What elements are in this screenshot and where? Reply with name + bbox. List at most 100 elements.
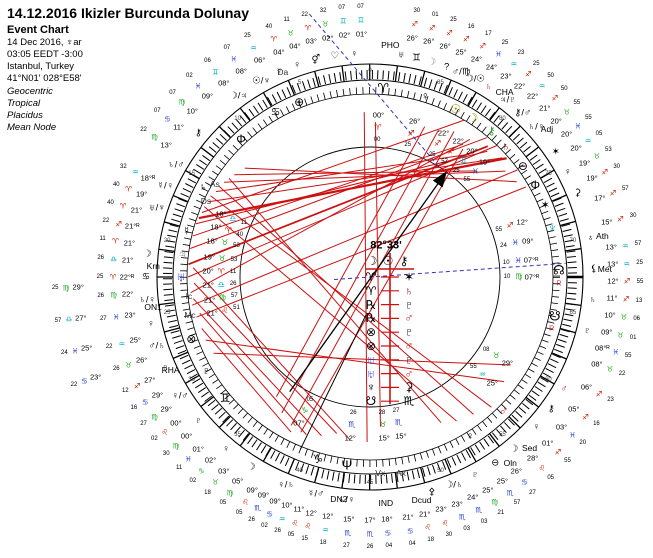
tree-top-glyph: ☽	[366, 254, 378, 268]
minute-label: 03	[463, 526, 471, 533]
sign-glyph: ♐	[582, 412, 589, 422]
outer-planet-glyph: ♄/♀	[138, 294, 156, 306]
minute-label: 57	[230, 293, 238, 300]
sign-glyph: ♈	[304, 22, 312, 32]
point-label-adj: Adj	[540, 123, 554, 134]
degree-label: 15°	[601, 217, 613, 227]
outer-planet-glyph: ♀	[564, 166, 572, 178]
degree-label: 09°	[201, 91, 214, 101]
minute-label: 02	[189, 477, 197, 484]
degree-label: 26°	[135, 355, 148, 365]
sign-glyph: ♐	[133, 380, 141, 390]
sign-glyph: ♒	[584, 136, 592, 146]
minute-label: 55	[463, 177, 471, 184]
minute-label: 07	[169, 89, 176, 96]
sign-glyph: ♋	[266, 508, 273, 518]
point-label-krn: Krn	[146, 260, 160, 271]
point-label-sed: Sed	[522, 442, 538, 453]
outer-planet-glyph: ♋	[141, 271, 151, 283]
degree-label: 24°	[470, 53, 483, 63]
degree-label: 20°	[550, 116, 562, 126]
degree-label: 21°ᴿ	[124, 221, 140, 231]
outer-planet-glyph: ⚷	[547, 402, 555, 414]
sign-glyph: ♒	[249, 43, 257, 53]
degree-label: 11°	[173, 122, 184, 132]
degree-label: 21°	[539, 103, 551, 113]
sign-glyph: ♉	[287, 27, 294, 37]
degree-label: 29°	[151, 390, 164, 400]
sign-glyph: ♈	[374, 123, 382, 133]
sign-glyph: ♋	[141, 396, 149, 406]
degree-label: 19°	[203, 252, 215, 262]
degree-label: 07°	[293, 417, 305, 427]
degree-label: 15°	[395, 431, 407, 441]
sign-glyph: ♒	[131, 167, 139, 177]
sign-glyph: ♒	[623, 258, 631, 268]
tree-top-glyph: ☉	[382, 254, 394, 268]
tree-right-glyph: ✶	[403, 270, 415, 284]
degree-label: 29°	[72, 282, 84, 292]
chart-type-label: Event Chart	[7, 23, 69, 36]
page-title: 14.12.2016 Ikizler Burcunda Dolunay	[7, 5, 249, 21]
sign-glyph: ♌	[538, 463, 546, 473]
sign-glyph: ♋	[521, 477, 529, 487]
degree-label: 02°	[204, 455, 217, 465]
outer-planet-glyph: ♡	[330, 50, 340, 61]
outer-planet-glyph: ♄/♀	[528, 121, 545, 133]
degree-label: 27°	[144, 374, 156, 384]
sign-glyph: ♓	[612, 347, 620, 357]
dial-degree-number: 25	[163, 309, 171, 316]
outer-planet-glyph: ♂/♍	[451, 66, 471, 78]
planet-glyph: ☊	[553, 262, 565, 278]
minute-label: 25	[244, 33, 251, 40]
sign-glyph: ♍	[491, 497, 498, 507]
sign-glyph: ♐	[622, 294, 630, 304]
minute-label: 12	[121, 388, 129, 395]
sign-glyph: ♋	[406, 526, 414, 536]
minute-label: 04	[408, 540, 416, 547]
outer-planet-glyph: ♇	[194, 415, 202, 427]
degree-label: 01°	[192, 444, 204, 454]
outer-planet-glyph: ☿/♂	[307, 488, 325, 500]
minute-label: 26	[349, 409, 357, 416]
degree-label: 25°	[81, 342, 93, 352]
minute-label: 01	[431, 12, 439, 19]
dial-degree-number: 75	[545, 171, 552, 177]
degree-label: 11°	[606, 293, 618, 303]
degree-label: 19°	[578, 158, 591, 168]
minute-label: 16	[467, 23, 475, 30]
dial-degree-number: 45	[366, 480, 374, 486]
minute-label: 11	[229, 269, 237, 276]
sign-glyph: ♐	[115, 218, 122, 228]
minute-label: 06	[633, 316, 641, 323]
outer-planet-glyph: ☽	[142, 247, 152, 259]
sign-glyph: ♊	[211, 67, 219, 76]
degree-label: 25°	[455, 46, 467, 56]
degree-label: 28°	[526, 452, 539, 462]
degree-label: 21°	[123, 238, 136, 248]
minute-label: 05	[547, 474, 554, 481]
degree-label: 25°	[482, 484, 494, 494]
degree-label: 12°	[516, 216, 528, 226]
sign-glyph: ♐	[434, 139, 442, 149]
sign-glyph: ♉	[563, 107, 571, 117]
sign-glyph: ♍	[110, 290, 117, 300]
outer-planet-glyph: ♂/♄	[148, 340, 166, 352]
minute-label: 40	[265, 23, 273, 30]
minute-label: 50	[560, 86, 568, 93]
outer-planet-glyph: ☽/♃	[229, 90, 248, 102]
degree-label: 09°	[269, 495, 281, 505]
sign-glyph: ♐	[524, 69, 532, 79]
outer-planet-glyph: ✶	[551, 145, 560, 157]
outer-planet-glyph: ♀	[147, 317, 155, 329]
degree-label: 09°	[522, 235, 534, 245]
minute-label: 27	[140, 421, 147, 428]
tree-left-glyph: ♅	[366, 366, 376, 381]
dial-degree-number: 70	[569, 238, 577, 245]
setting-node-type: Mean Node	[7, 122, 57, 134]
sign-glyph: ♊	[357, 15, 365, 25]
outer-planet-glyph: ⚥	[311, 53, 321, 65]
sign-glyph: ♏	[458, 512, 466, 522]
planet-glyph: ♑	[312, 451, 324, 466]
